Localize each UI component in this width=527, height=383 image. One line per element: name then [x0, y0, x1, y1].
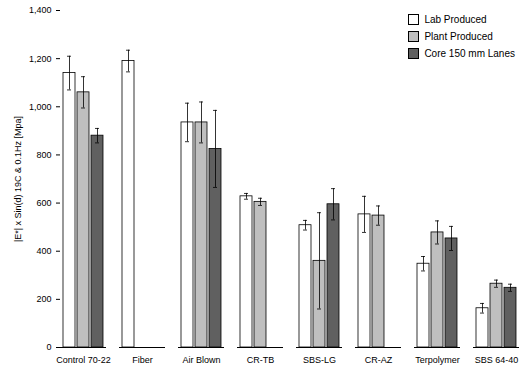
svg-text:SBS 64-40: SBS 64-40: [475, 355, 519, 365]
svg-text:SBS-LG: SBS-LG: [303, 355, 336, 365]
svg-text:Control 70-22: Control 70-22: [56, 355, 111, 365]
svg-text:400: 400: [36, 246, 51, 256]
svg-text:CR-AZ: CR-AZ: [365, 355, 393, 365]
svg-text:1,400: 1,400: [29, 5, 52, 15]
svg-text:Air Blown: Air Blown: [182, 355, 220, 365]
svg-text:800: 800: [36, 150, 51, 160]
html-text:Core 150 mm Lanes: Core 150 mm Lanes: [424, 48, 515, 59]
svg-text:Terpolymer: Terpolymer: [415, 355, 460, 365]
svg-text:0: 0: [46, 342, 51, 352]
svg-text:|E*| x Sin(d) 19C & 0.1Hz [Mpa: |E*| x Sin(d) 19C & 0.1Hz [Mpa]: [13, 116, 23, 242]
html-text:Plant Produced: Plant Produced: [424, 31, 493, 42]
svg-text:1,200: 1,200: [29, 54, 52, 64]
svg-text:Fiber: Fiber: [132, 355, 153, 365]
svg-text:200: 200: [36, 294, 51, 304]
svg-text:CR-TB: CR-TB: [247, 355, 275, 365]
svg-text:1,000: 1,000: [29, 102, 52, 112]
html-text:Lab Produced: Lab Produced: [424, 14, 487, 25]
svg-text:600: 600: [36, 198, 51, 208]
